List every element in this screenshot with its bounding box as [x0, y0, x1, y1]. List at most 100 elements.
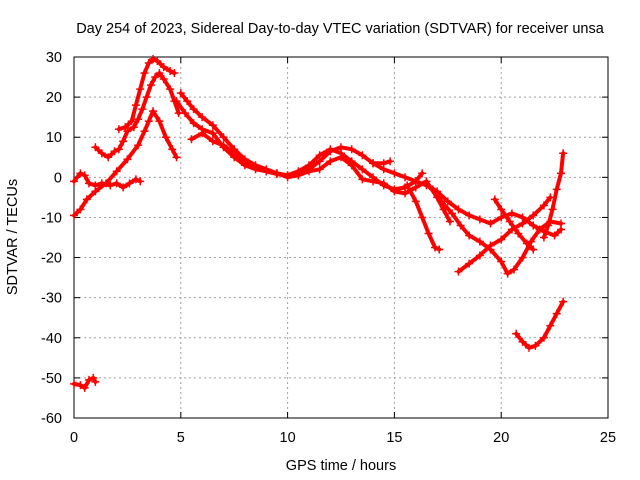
data-point — [548, 205, 557, 214]
data-point — [123, 127, 132, 136]
data-point — [418, 169, 427, 178]
data-point — [557, 219, 566, 228]
data-point — [155, 69, 164, 78]
data-point — [172, 97, 181, 106]
data-point — [456, 221, 465, 230]
data-point — [172, 153, 181, 162]
data-point — [149, 107, 158, 116]
data-point — [183, 97, 192, 106]
data-point — [153, 57, 162, 66]
data-point — [524, 343, 533, 352]
y-tick-label: -40 — [41, 331, 62, 347]
data-point — [428, 185, 437, 194]
data-point — [422, 177, 431, 186]
series-track-12 — [456, 195, 553, 274]
data-point — [112, 179, 121, 188]
data-point — [544, 221, 553, 230]
axis-ticks: 0 5 10 15 20 25 -60 -50 -40 -30 -20 -10 0 10 20 30 — [41, 50, 616, 446]
y-tick-label: -50 — [41, 371, 62, 387]
data-point — [522, 239, 531, 248]
series-track-15 — [514, 299, 566, 350]
data-point — [170, 69, 179, 78]
data-point — [475, 251, 484, 260]
data-point — [294, 171, 303, 180]
y-tick-label: 20 — [46, 90, 62, 106]
data-point — [497, 205, 506, 214]
data-point — [539, 333, 548, 342]
data-point — [486, 219, 495, 228]
data-point — [527, 237, 536, 246]
data-point — [219, 133, 228, 142]
data-point — [142, 93, 151, 102]
data-point — [475, 237, 484, 246]
data-point — [198, 129, 207, 138]
data-point — [119, 137, 128, 146]
data-point — [326, 145, 335, 154]
data-point — [486, 241, 495, 250]
data-point — [121, 123, 130, 132]
data-point — [97, 179, 106, 188]
data-point — [369, 177, 378, 186]
data-point — [84, 179, 93, 188]
data-point — [505, 217, 514, 226]
data-point — [347, 161, 356, 170]
data-point — [82, 195, 91, 204]
data-point — [503, 269, 512, 278]
x-tick-label: 5 — [177, 430, 185, 446]
data-point — [187, 135, 196, 144]
data-point — [161, 133, 170, 142]
data-point — [131, 101, 140, 110]
data-point — [465, 231, 474, 240]
x-tick-label: 10 — [280, 430, 296, 446]
data-point — [166, 85, 175, 94]
data-point — [168, 145, 177, 154]
data-point — [144, 59, 153, 68]
data-point — [114, 145, 123, 154]
data-point — [552, 309, 561, 318]
data-point — [369, 159, 378, 168]
data-point — [151, 73, 160, 82]
data-point — [159, 75, 168, 84]
data-point — [272, 169, 281, 178]
data-point — [127, 117, 136, 126]
data-point — [510, 265, 519, 274]
data-point — [546, 321, 555, 330]
data-point — [518, 337, 527, 346]
data-point — [80, 171, 89, 180]
data-point — [110, 147, 119, 156]
data-point — [198, 113, 207, 122]
data-point — [559, 149, 568, 158]
data-point — [208, 121, 217, 130]
data-point — [155, 117, 164, 126]
data-point — [189, 119, 198, 128]
data-point — [140, 69, 149, 78]
data-point — [557, 169, 566, 178]
data-point — [358, 175, 367, 184]
data-point — [230, 149, 239, 158]
data-point — [539, 201, 548, 210]
data-point — [518, 219, 527, 228]
data-point — [91, 377, 100, 386]
data-point — [379, 179, 388, 188]
data-point — [315, 151, 324, 160]
y-tick-label: -60 — [41, 411, 62, 427]
data-point — [70, 177, 78, 186]
data-point — [70, 379, 78, 388]
x-axis-label: GPS time / hours — [286, 458, 396, 474]
data-point — [262, 167, 271, 176]
data-point — [403, 181, 412, 190]
data-point — [512, 329, 521, 338]
data-point — [465, 211, 474, 220]
data-point — [514, 229, 523, 238]
x-tick-label: 25 — [600, 430, 616, 446]
data-point — [445, 217, 454, 226]
data-point — [552, 185, 561, 194]
data-point — [84, 375, 93, 384]
data-point — [166, 67, 175, 76]
y-axis-label: SDTVAR / TECUs — [5, 179, 21, 295]
series-track-8 — [189, 131, 452, 224]
data-point — [97, 149, 106, 158]
data-point — [539, 233, 548, 242]
data-point — [490, 195, 499, 204]
data-point — [475, 215, 484, 224]
